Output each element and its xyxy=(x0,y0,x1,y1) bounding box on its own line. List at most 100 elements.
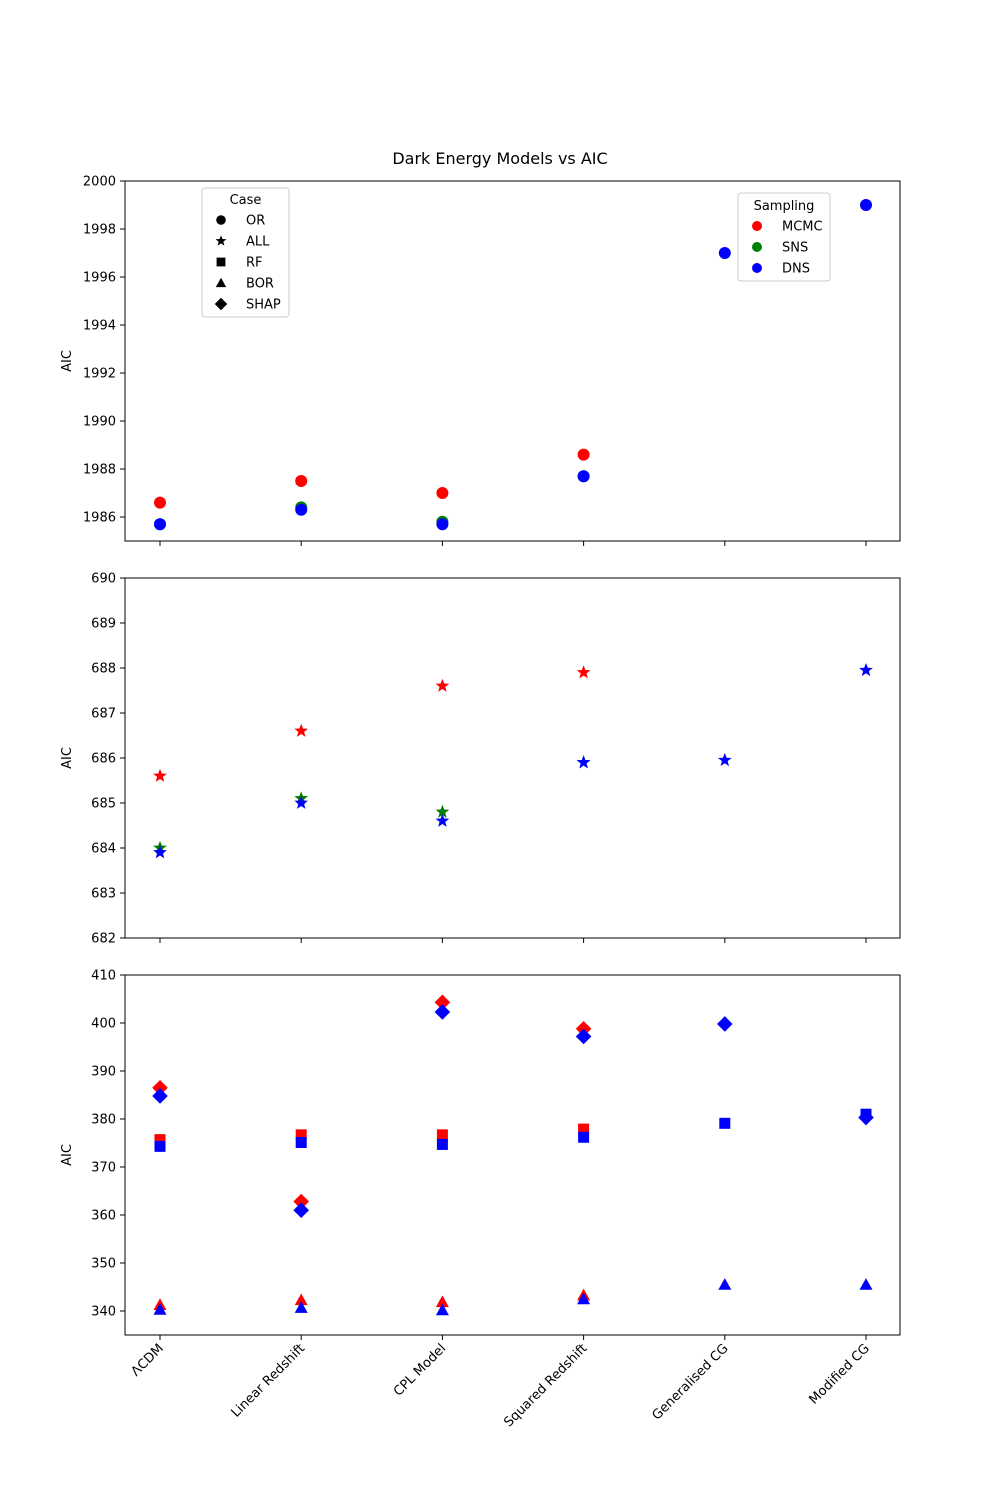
data-point-or-dns xyxy=(860,199,872,211)
x-tick-label: Modified CG xyxy=(807,1341,873,1407)
y-tick-label: 690 xyxy=(91,572,116,587)
y-tick-label: 689 xyxy=(91,617,116,632)
legend-frame xyxy=(737,192,831,282)
y-tick-label: 2000 xyxy=(83,175,116,190)
data-point-bor-dns xyxy=(435,1303,449,1316)
panel-2: 682 683 684 685 686 687 688 689 690 AIC xyxy=(60,572,901,947)
data-point-or-dns xyxy=(295,503,308,516)
data-point-or-mcmc xyxy=(436,487,449,499)
data-point-rf-dns xyxy=(295,1137,307,1149)
y-tick-label: 360 xyxy=(91,1209,116,1224)
data-point-all-dns xyxy=(435,813,450,827)
data-point-shap-mcmc xyxy=(293,1193,309,1210)
y-tick-label: 370 xyxy=(91,1161,116,1176)
data-point-bor-dns xyxy=(294,1301,308,1313)
legend-case-title: Case xyxy=(230,193,262,208)
legend-label-or: OR xyxy=(246,214,265,229)
y-tick-label: 684 xyxy=(91,842,116,857)
y-tick-label: 1994 xyxy=(83,319,116,334)
y-tick-label: 1990 xyxy=(83,415,116,430)
y-tick-label: 380 xyxy=(91,1113,116,1128)
legend-label-dns: DNS xyxy=(782,262,810,277)
data-point-all-mcmc xyxy=(576,665,591,679)
data-point-bor-dns xyxy=(718,1278,732,1290)
legend-marker-rf xyxy=(216,257,226,267)
legend-marker-or xyxy=(216,215,226,225)
x-tick-label: ΛCDM xyxy=(129,1341,167,1379)
axes-frame xyxy=(124,180,901,542)
panel-1: 1986 1988 1990 1992 1994 1996 1998 2000 AIC xyxy=(60,175,901,546)
data-point-bor-dns xyxy=(577,1292,591,1305)
data-point-shap-dns xyxy=(434,1004,451,1020)
y-tick-label: 1988 xyxy=(83,463,116,478)
chart-title: Dark Energy Models vs AIC xyxy=(392,149,607,168)
data-point-bor-dns xyxy=(859,1278,873,1290)
data-point-bor-mcmc xyxy=(294,1293,308,1306)
legend-case: Case OR ALL RF BOR SHAP xyxy=(201,187,290,318)
x-tick-label: CPL Model xyxy=(391,1341,449,1399)
legend-label-rf: RF xyxy=(246,256,263,271)
y-tick-label: 682 xyxy=(91,932,116,947)
y-axis-label: AIC xyxy=(60,350,75,372)
data-point-shap-dns xyxy=(717,1016,733,1032)
data-point-shap-dns xyxy=(293,1202,309,1218)
legends-group: Case OR ALL RF BOR SHAP Sampling MCMC SNS DNS xyxy=(201,187,831,318)
data-point-shap-dns xyxy=(152,1088,168,1104)
data-point-shap-mcmc xyxy=(152,1080,168,1096)
legend-marker-shap xyxy=(214,297,228,311)
x-tick-label: Linear Redshift xyxy=(229,1341,308,1420)
y-tick-label: 687 xyxy=(91,707,116,722)
data-point-rf-dns xyxy=(719,1117,731,1129)
y-tick-label: 685 xyxy=(91,797,116,812)
data-point-or-mcmc xyxy=(295,475,308,487)
data-point-bor-mcmc xyxy=(435,1295,449,1308)
y-tick-label: 400 xyxy=(91,1017,116,1032)
data-point-or-dns xyxy=(718,247,731,259)
data-point-rf-mcmc xyxy=(578,1123,590,1135)
legend-label-mcmc: MCMC xyxy=(782,220,823,235)
y-axis-label: AIC xyxy=(60,1144,75,1166)
y-tick-label: 1998 xyxy=(83,223,116,238)
data-point-or-dns xyxy=(577,470,590,483)
data-point-shap-dns xyxy=(575,1028,592,1045)
legend-marker-bor xyxy=(215,277,227,288)
data-point-or-dns xyxy=(436,518,449,531)
panels-group: 19861988199019921994199619982000AIC68268… xyxy=(60,175,901,1430)
panel-3: 340 350 360 370 380 390 400 410 AIC xyxy=(60,969,901,1340)
legend-marker-dns xyxy=(752,263,762,273)
legend-label-all: ALL xyxy=(246,235,270,250)
data-point-rf-dns xyxy=(436,1138,448,1150)
y-tick-label: 390 xyxy=(91,1065,116,1080)
data-point-all-dns xyxy=(576,755,591,769)
y-tick-label: 1992 xyxy=(83,367,116,382)
axes-frame xyxy=(124,577,901,939)
data-point-shap-mcmc xyxy=(434,994,451,1011)
y-tick-label: 1986 xyxy=(83,511,116,526)
y-axis-label: AIC xyxy=(60,747,75,769)
legend-marker-sns xyxy=(752,242,762,252)
y-tick-label: 410 xyxy=(91,969,116,984)
data-point-bor-dns xyxy=(153,1303,167,1315)
data-point-or-dns xyxy=(154,518,166,531)
data-point-rf-mcmc xyxy=(436,1129,448,1141)
x-tick-label: Generalised CG xyxy=(649,1341,731,1423)
legend-label-shap: SHAP xyxy=(246,298,281,313)
data-point-rf-dns xyxy=(154,1140,166,1152)
legend-marker-mcmc xyxy=(752,221,762,231)
data-point-rf-dns xyxy=(578,1131,590,1143)
data-point-all-mcmc xyxy=(435,678,450,692)
legend-sampling: Sampling MCMC SNS DNS xyxy=(737,192,831,282)
axes-frame xyxy=(124,974,901,1336)
data-point-all-mcmc xyxy=(153,768,167,782)
x-tick-label: Squared Redshift xyxy=(501,1341,590,1430)
legend-sampling-title: Sampling xyxy=(754,199,815,214)
y-tick-label: 340 xyxy=(91,1305,116,1320)
data-point-rf-mcmc xyxy=(154,1134,166,1146)
data-point-rf-mcmc xyxy=(295,1129,307,1141)
data-point-all-dns xyxy=(859,663,873,677)
data-point-all-dns xyxy=(294,795,309,809)
legend-label-sns: SNS xyxy=(782,241,808,256)
data-point-or-mcmc xyxy=(154,496,166,509)
